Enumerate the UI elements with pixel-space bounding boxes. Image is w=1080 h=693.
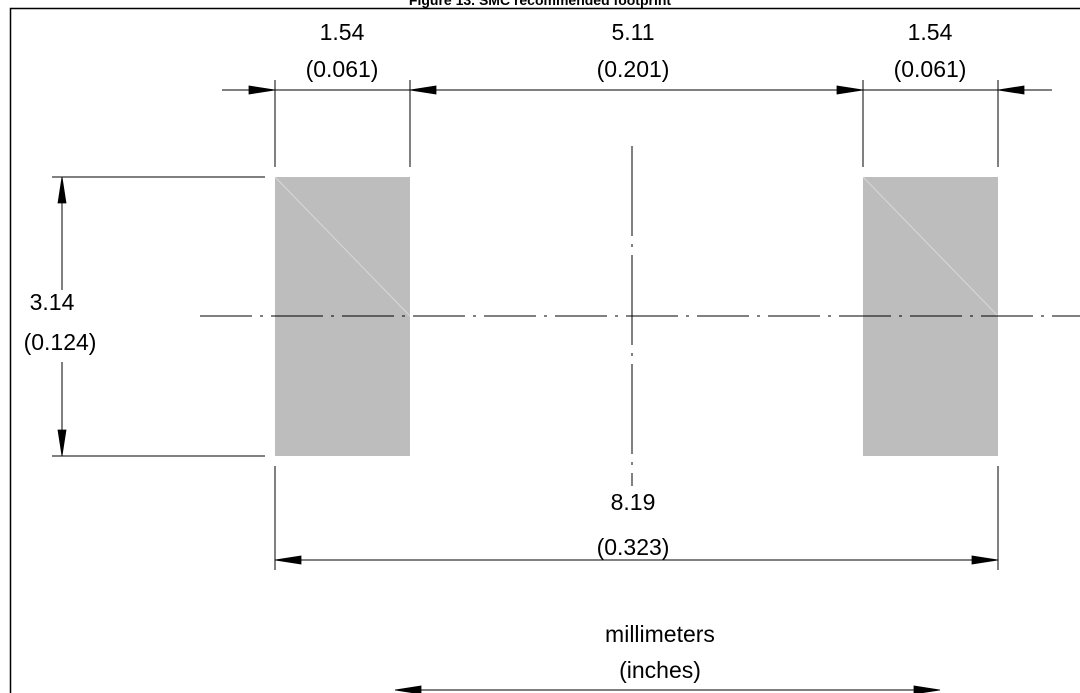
right-pad-width-mm: 1.54 bbox=[908, 19, 953, 45]
drawing-frame bbox=[9, 7, 1080, 693]
left-pad-width-in: (0.061) bbox=[306, 56, 379, 82]
pad-height-mm: 3.14 bbox=[30, 289, 75, 315]
units-legend-secondary: (inches) bbox=[619, 657, 701, 683]
legend-arrow-left bbox=[394, 685, 422, 693]
right-pad-diagonal bbox=[862, 176, 999, 317]
arrow-left-pad-outer bbox=[248, 85, 276, 95]
arrow-right-pad-outer bbox=[997, 85, 1025, 95]
legend-arrow-right bbox=[913, 685, 941, 693]
arrow-gap-right bbox=[836, 85, 864, 95]
left-pad-width-mm: 1.54 bbox=[320, 19, 365, 45]
arrow-overall-right bbox=[971, 555, 999, 565]
pad-gap-mm: 5.11 bbox=[611, 19, 654, 45]
pad-gap-in: (0.201) bbox=[597, 56, 670, 82]
figure-title: Figure 13. SMC recommended footprint bbox=[409, 0, 671, 8]
arrow-gap-left bbox=[409, 85, 437, 95]
right-pad-width-in: (0.061) bbox=[894, 56, 967, 82]
arrow-height-bottom bbox=[57, 429, 67, 457]
left-pad-diagonal bbox=[274, 176, 411, 317]
pad-height-in: (0.124) bbox=[24, 329, 97, 355]
overall-length-mm: 8.19 bbox=[611, 489, 656, 515]
arrow-overall-left bbox=[274, 555, 302, 565]
overall-length-in: (0.323) bbox=[597, 534, 670, 560]
arrow-height-top bbox=[57, 176, 67, 204]
units-legend-primary: millimeters bbox=[605, 621, 715, 647]
